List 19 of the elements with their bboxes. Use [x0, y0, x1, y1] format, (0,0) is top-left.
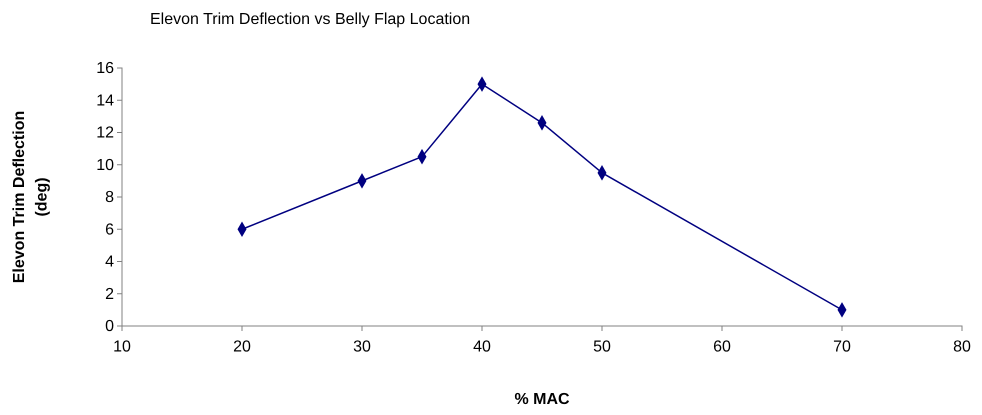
y-tick-label: 6 [105, 221, 114, 238]
x-tick-label: 80 [953, 338, 971, 356]
x-tick-label: 40 [473, 338, 491, 356]
y-tick-label: 12 [96, 124, 114, 142]
y-tick-label: 8 [105, 189, 114, 206]
x-axis-title: % MAC [514, 391, 570, 408]
y-tick-label: 2 [105, 286, 114, 303]
y-axis-title: Elevon Trim Deflection (deg) [11, 110, 50, 284]
x-tick-label: 20 [233, 338, 251, 356]
y-tick-label: 0 [105, 318, 114, 336]
y-tick-label: 4 [105, 254, 114, 271]
y-tick-label: 10 [96, 156, 114, 174]
x-tick-label: 50 [593, 338, 611, 356]
x-tick-label: 60 [713, 338, 731, 356]
x-tick-label: 30 [353, 338, 371, 356]
x-tick-label: 70 [833, 338, 851, 356]
chart-title: Elevon Trim Deflection vs Belly Flap Location [150, 11, 470, 28]
y-tick-label: 14 [96, 92, 114, 110]
y-tick-label: 16 [96, 60, 114, 78]
